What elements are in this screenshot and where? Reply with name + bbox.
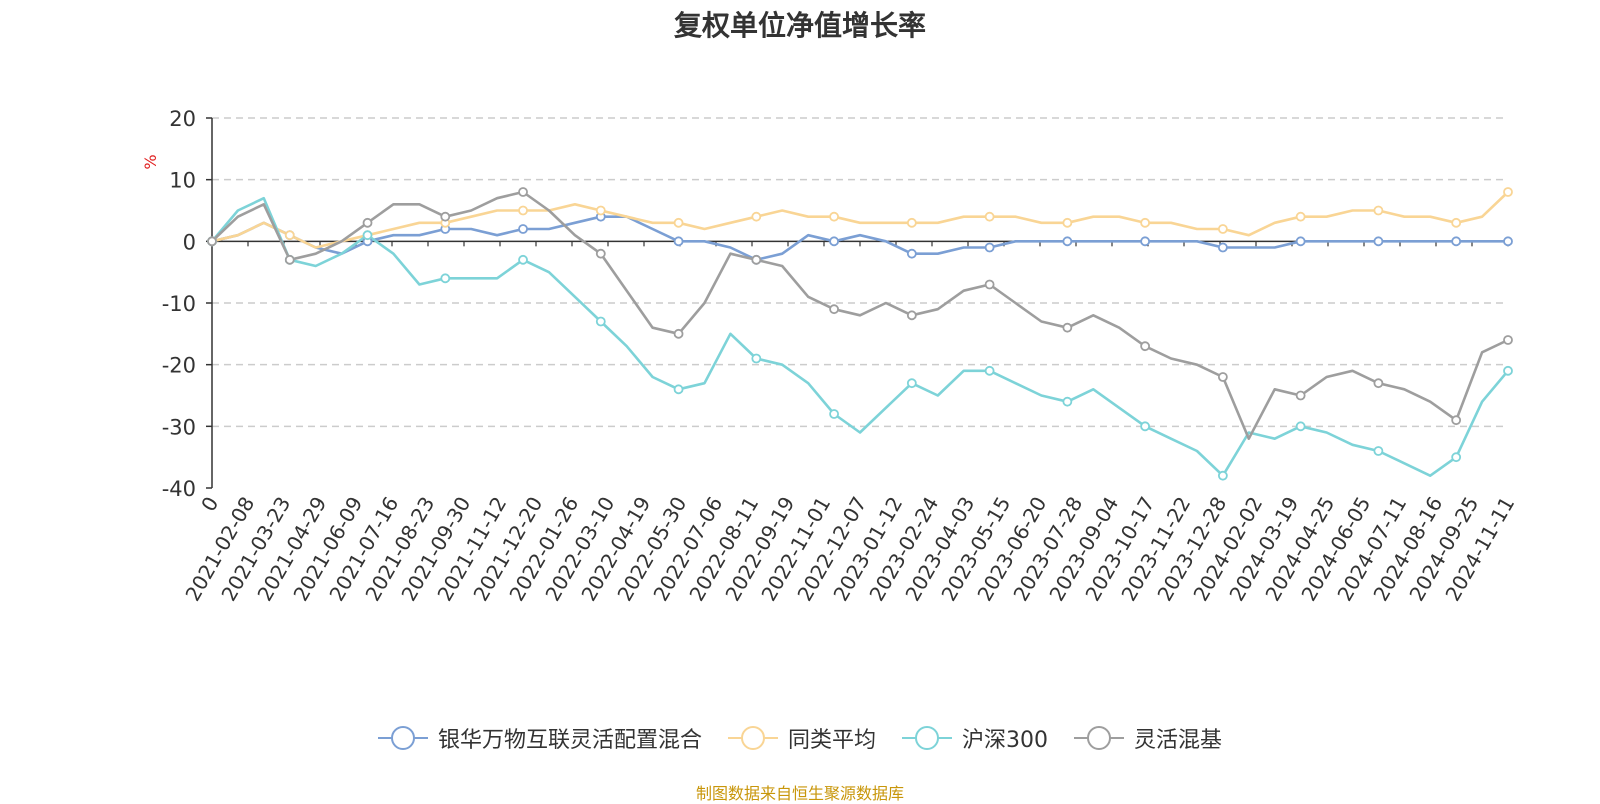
series-marker: [1217, 372, 1228, 382]
series-marker: [1503, 365, 1513, 376]
series-marker: [673, 236, 684, 247]
grid-lines: [212, 117, 1508, 428]
chart-legend: 银华万物互联灵活配置混合 同类平均 沪深300 灵活混基: [0, 722, 1600, 754]
series-marker: [1373, 446, 1384, 456]
series-marker: [1217, 242, 1228, 253]
series-marker: [207, 236, 217, 247]
series-marker: [673, 217, 684, 228]
y-tick-label: -40: [162, 477, 196, 501]
series-marker: [284, 254, 295, 265]
series-marker: [984, 211, 995, 222]
y-tick-label: -30: [162, 415, 196, 439]
series-marker: [829, 236, 839, 247]
series-marker: [1295, 236, 1306, 247]
series-marker: [1451, 217, 1462, 228]
series-marker: [1503, 187, 1513, 197]
series-marker: [1062, 396, 1073, 407]
series-marker: [1140, 421, 1151, 432]
series-marker: [829, 211, 839, 222]
series-marker: [518, 187, 528, 197]
legend-swatch-icon: [377, 726, 428, 750]
series-marker: [518, 205, 528, 216]
series-marker: [906, 248, 917, 259]
legend-item[interactable]: 灵活混基: [1074, 722, 1222, 754]
chart-title: 复权单位净值增长率: [673, 9, 926, 42]
x-tick-label: 0: [196, 493, 223, 516]
series-marker: [984, 279, 995, 290]
series-marker: [1373, 378, 1384, 389]
series-marker: [751, 254, 762, 265]
y-tick-label: -10: [162, 292, 196, 316]
series-marker: [673, 384, 684, 395]
source-note: 制图数据来自恒生聚源数据库: [695, 784, 904, 803]
series-marker: [1503, 335, 1513, 345]
series-marker: [1062, 217, 1073, 228]
series-marker: [1451, 415, 1462, 426]
axis-labels: 20100-10-20-30-40%02021-02-082021-03-232…: [141, 107, 1519, 605]
series-marker: [1295, 211, 1306, 222]
series-marker: [1503, 236, 1513, 247]
series-marker: [518, 224, 528, 234]
y-tick-label: 10: [169, 169, 196, 193]
series-marker: [751, 353, 762, 364]
axes: [206, 117, 1509, 489]
series-marker: [1451, 236, 1462, 247]
series-line: [211, 215, 1508, 262]
series-marker: [1373, 236, 1384, 247]
y-tick-label: -20: [162, 354, 196, 378]
series-lines: [211, 190, 1509, 478]
series-markers: [207, 187, 1513, 481]
legend-label: 同类平均: [787, 728, 876, 753]
series-marker: [1062, 236, 1073, 247]
series-line: [211, 191, 1509, 249]
series-marker: [1062, 322, 1073, 333]
legend-label: 银华万物互联灵活配置混合: [437, 728, 702, 753]
series-marker: [595, 316, 606, 327]
y-axis-label: %: [141, 154, 160, 169]
series-marker: [1140, 341, 1151, 352]
series-marker: [829, 304, 839, 315]
series-marker: [1140, 217, 1151, 228]
legend-item[interactable]: 同类平均: [727, 722, 876, 754]
series-marker: [829, 409, 839, 419]
series-marker: [1295, 390, 1306, 401]
legend-swatch-icon: [727, 726, 778, 750]
series-marker: [1295, 421, 1306, 432]
y-tick-label: 20: [169, 107, 196, 131]
series-marker: [984, 365, 995, 376]
series-marker: [440, 211, 451, 222]
series-marker: [906, 217, 917, 228]
series-marker: [1217, 224, 1228, 234]
series-marker: [362, 217, 373, 228]
legend-swatch-icon: [902, 726, 952, 750]
series-marker: [1217, 470, 1228, 481]
series-marker: [673, 328, 684, 339]
legend-item[interactable]: 银华万物互联灵活配置混合: [377, 722, 702, 754]
series-marker: [1451, 452, 1462, 463]
series-marker: [1373, 205, 1384, 216]
series-marker: [1140, 236, 1151, 247]
series-marker: [751, 211, 762, 222]
series-marker: [906, 378, 917, 389]
series-marker: [595, 248, 606, 259]
series-marker: [518, 254, 528, 265]
series-line: [211, 190, 1509, 441]
legend-label: 灵活混基: [1134, 728, 1223, 753]
legend-label: 沪深300: [962, 728, 1048, 753]
legend-item[interactable]: 沪深300: [902, 722, 1048, 754]
series-marker: [440, 273, 451, 284]
legend-swatch-icon: [1074, 726, 1124, 750]
series-marker: [362, 230, 373, 241]
series-marker: [984, 242, 995, 253]
y-tick-label: 0: [183, 230, 196, 254]
series-marker: [284, 230, 295, 241]
series-marker: [906, 310, 917, 321]
series-line: [211, 196, 1509, 478]
series-marker: [595, 205, 606, 216]
